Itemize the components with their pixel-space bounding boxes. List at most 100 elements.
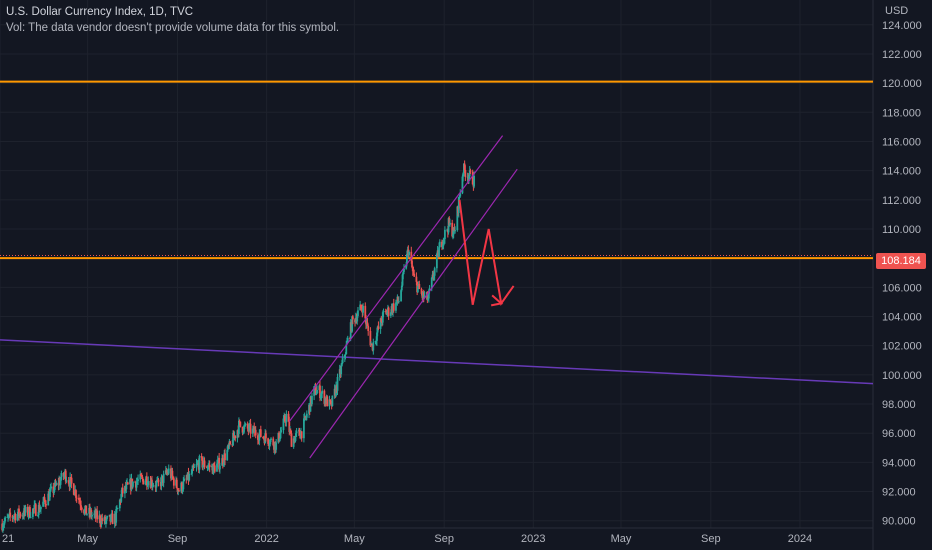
candle-body: [216, 463, 218, 472]
projection-zigzag: [458, 199, 515, 306]
candle-body: [126, 482, 129, 485]
candle-body: [377, 326, 380, 329]
candle-body: [285, 413, 288, 423]
candle-body: [295, 431, 298, 434]
y-tick-label: 122.000: [882, 49, 922, 61]
x-tick-label: May: [611, 533, 632, 545]
candle-body: [19, 513, 22, 517]
candle-body: [267, 438, 270, 444]
candle-body: [464, 169, 467, 178]
candle-body: [381, 322, 383, 324]
candle-body: [453, 227, 456, 232]
candle-body: [75, 497, 78, 499]
candle-body: [99, 515, 101, 523]
candle-body: [50, 486, 53, 489]
y-tick-label: 100.000: [882, 370, 922, 382]
candle-body: [323, 390, 326, 404]
candle-body: [413, 273, 416, 277]
candle-body: [379, 318, 382, 329]
candle-body: [156, 481, 158, 483]
candle-body: [320, 393, 323, 397]
candle-body: [104, 516, 107, 524]
candle-body: [116, 508, 119, 510]
candle-body: [270, 438, 272, 440]
x-tick-label: 2022: [254, 533, 278, 545]
y-tick-label: 102.000: [882, 341, 922, 353]
candle-body: [441, 241, 443, 248]
candle-body: [346, 341, 348, 345]
candle-body: [447, 218, 450, 233]
candle-body: [44, 500, 47, 505]
candle-body: [340, 363, 343, 366]
candle-body: [349, 337, 351, 339]
candle-body: [152, 485, 155, 487]
candle-body: [258, 433, 261, 441]
candle-body: [330, 401, 332, 403]
candle-body: [416, 286, 419, 293]
candle-body: [70, 477, 73, 484]
candle-body: [83, 508, 86, 514]
candle-body: [2, 526, 4, 531]
candle-body: [473, 176, 476, 187]
candle-body: [196, 463, 199, 464]
candle-body: [96, 510, 99, 520]
candle-body: [427, 298, 429, 301]
candle-body: [272, 438, 275, 446]
candle-body: [288, 421, 291, 432]
candle-body: [234, 435, 237, 439]
candle-body: [454, 230, 457, 232]
candle-body: [111, 513, 114, 525]
candle-body: [289, 430, 292, 434]
candle-body: [118, 499, 121, 509]
candle-body: [9, 512, 12, 517]
candle-body: [218, 457, 221, 470]
candle-body: [106, 516, 109, 518]
candle-body: [208, 464, 211, 468]
x-tick-label: May: [344, 533, 365, 545]
candle-body: [144, 480, 147, 485]
candle-body: [459, 193, 462, 197]
candle-body: [12, 517, 15, 519]
candle-body: [406, 254, 408, 265]
candle-body: [418, 283, 421, 290]
candle-body: [120, 494, 123, 502]
candle-body: [43, 497, 46, 501]
candle-body: [343, 355, 346, 358]
candle-body: [376, 326, 379, 333]
candle-body: [397, 296, 400, 302]
candle-body: [376, 332, 378, 341]
candle-body: [34, 504, 37, 516]
candle-body: [304, 416, 307, 419]
candle-body: [64, 470, 67, 482]
candle-body: [441, 245, 444, 248]
candle-body: [100, 518, 103, 525]
candle-body: [462, 173, 465, 177]
candle-body: [427, 290, 430, 299]
candle-body: [294, 436, 297, 443]
candle-body: [331, 395, 334, 407]
candle-body: [328, 399, 331, 407]
candle-body: [389, 312, 392, 316]
candle-body: [176, 488, 179, 492]
candle-body: [105, 520, 107, 524]
candle-body: [243, 425, 246, 427]
candle-body: [412, 271, 415, 274]
candle-body: [190, 473, 193, 475]
candle-body: [395, 302, 398, 303]
candle-body: [411, 260, 413, 268]
candle-body: [147, 481, 150, 486]
candle-body: [191, 468, 194, 474]
candle-body: [395, 302, 397, 311]
candle-body: [181, 482, 183, 492]
candle-body: [382, 311, 385, 313]
candle-body: [29, 516, 32, 518]
candle-body: [151, 485, 154, 487]
candle-body: [77, 497, 80, 500]
candle-body: [422, 292, 425, 298]
candle-body: [198, 456, 201, 470]
candle-body: [329, 399, 332, 402]
symbol-title[interactable]: U.S. Dollar Currency Index, 1D, TVC: [6, 6, 194, 18]
candle-body: [85, 505, 88, 515]
